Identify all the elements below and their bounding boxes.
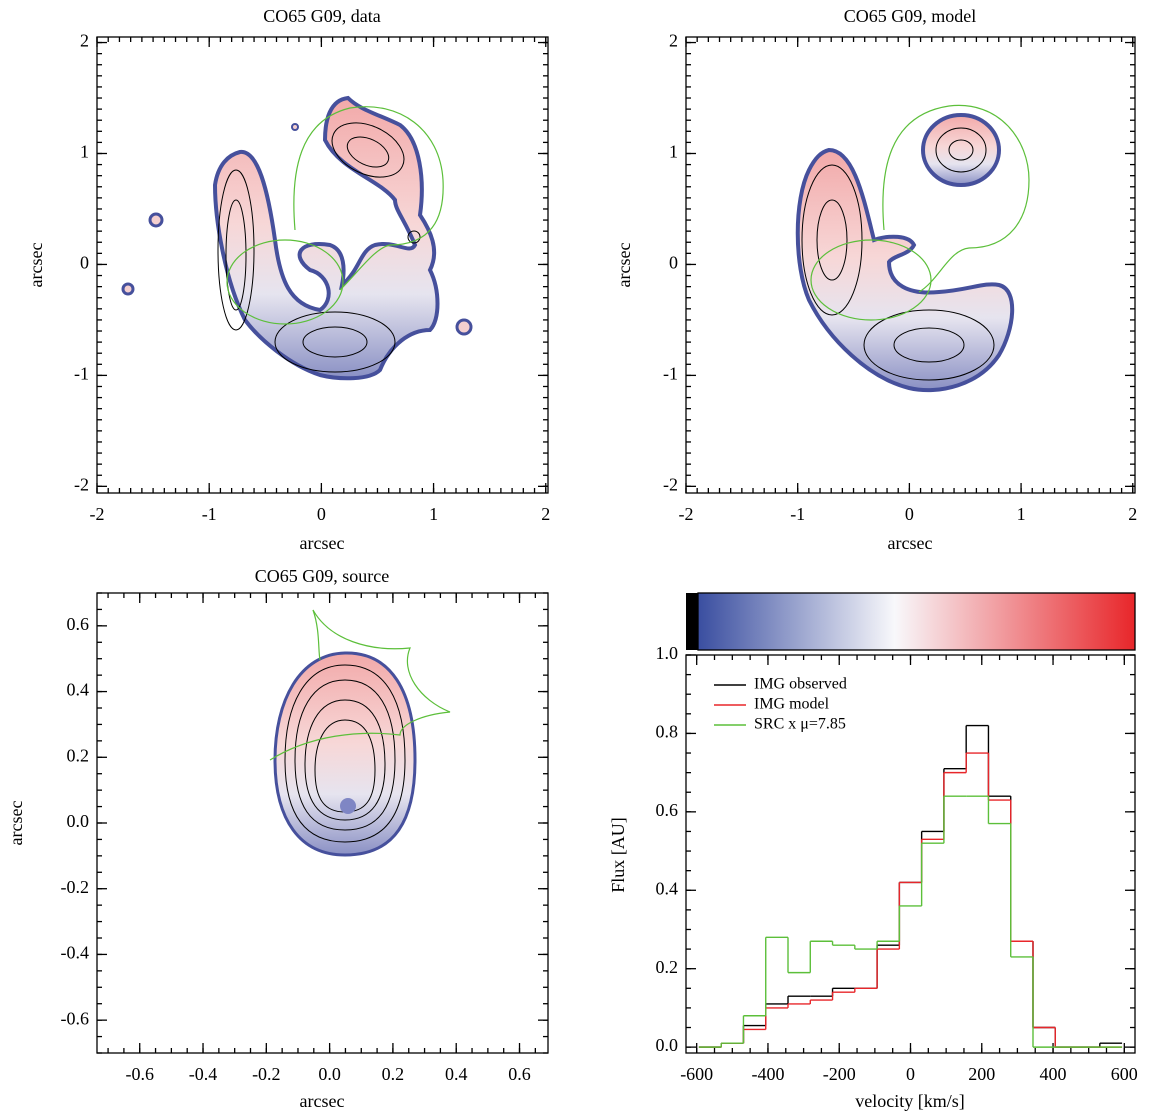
source-map	[269, 609, 451, 857]
y-tick-label: 0	[669, 253, 678, 273]
y-tick-label: 0.8	[656, 722, 679, 742]
x-tick-label: -1	[790, 504, 805, 524]
legend-label: IMG observed	[754, 676, 847, 693]
y-tick-label: 0.6	[67, 614, 90, 634]
x-tick-label: -400	[751, 1064, 784, 1084]
y-axis-label: arcsec	[614, 243, 634, 288]
x-tick-label: 0	[906, 1064, 915, 1084]
y-axis-label: arcsec	[6, 801, 26, 846]
x-tick-label: -0.4	[189, 1064, 218, 1084]
x-axis-label: arcsec	[888, 533, 933, 553]
panel-title: CO65 G09, source	[255, 566, 389, 586]
y-tick-label: 0.4	[656, 878, 679, 898]
x-tick-label: 200	[968, 1064, 995, 1084]
panel-title: CO65 G09, data	[263, 6, 380, 26]
y-tick-label: 0.2	[656, 957, 679, 977]
x-tick-label: 2	[1128, 504, 1137, 524]
y-tick-label: 1	[80, 142, 89, 162]
x-tick-label: -2	[679, 504, 694, 524]
x-tick-label: 1	[429, 504, 438, 524]
x-tick-label: -200	[823, 1064, 856, 1084]
x-tick-label: 0.0	[318, 1064, 341, 1084]
y-tick-label: -0.2	[61, 877, 90, 897]
y-tick-label: 2	[80, 31, 89, 51]
x-tick-label: 0.6	[508, 1064, 531, 1084]
x-tick-label: -0.2	[252, 1064, 281, 1084]
colorbar	[686, 592, 1136, 651]
x-axis-label: arcsec	[300, 1091, 345, 1111]
y-tick-label: 2	[669, 31, 678, 51]
legend-label: SRC x μ=7.85	[754, 716, 846, 733]
x-tick-label: 2	[541, 504, 550, 524]
x-tick-label: -600	[680, 1064, 713, 1084]
y-tick-label: -1	[663, 364, 678, 384]
x-tick-label: 0.2	[382, 1064, 405, 1084]
plot-frame	[685, 36, 1136, 494]
y-tick-label: 1	[669, 142, 678, 162]
x-axis-label: velocity [km/s]	[855, 1091, 964, 1111]
y-tick-label: 0	[80, 253, 89, 273]
y-tick-label: 0.0	[67, 811, 90, 831]
legend-label: IMG model	[754, 696, 830, 713]
x-tick-label: -2	[90, 504, 105, 524]
y-tick-label: -2	[663, 474, 678, 494]
data-map	[121, 95, 473, 381]
x-tick-label: 1	[1017, 504, 1026, 524]
x-axis-label: arcsec	[300, 533, 345, 553]
y-tick-label: -1	[74, 364, 89, 384]
x-tick-label: 400	[1040, 1064, 1067, 1084]
x-tick-label: 0.4	[445, 1064, 468, 1084]
y-tick-label: -0.6	[61, 1008, 90, 1028]
panel-title: CO65 G09, model	[844, 6, 977, 26]
x-tick-label: 0	[317, 504, 326, 524]
x-tick-label: -1	[202, 504, 217, 524]
y-tick-label: 0.4	[67, 680, 90, 700]
y-tick-label: -2	[74, 474, 89, 494]
y-tick-label: 0.0	[656, 1035, 679, 1055]
x-tick-label: -0.6	[125, 1064, 154, 1084]
model-map	[795, 104, 1030, 393]
x-tick-label: 0	[905, 504, 914, 524]
y-tick-label: 1.0	[656, 643, 679, 663]
y-tick-label: 0.2	[67, 745, 90, 765]
y-axis-label: arcsec	[26, 243, 46, 288]
y-tick-label: -0.4	[61, 943, 90, 963]
y-axis-label: Flux [AU]	[608, 817, 628, 893]
x-tick-label: 600	[1111, 1064, 1138, 1084]
y-tick-label: 0.6	[656, 800, 679, 820]
